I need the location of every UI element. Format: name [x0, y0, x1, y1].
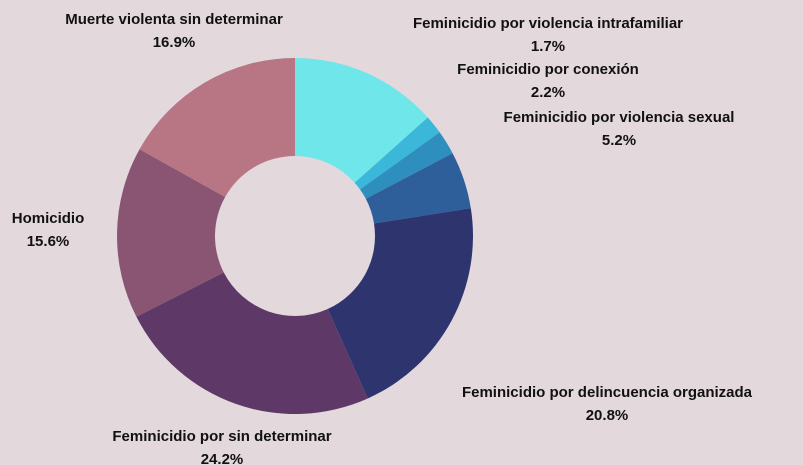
value-label: 24.2% — [201, 451, 244, 465]
value-label: 20.8% — [586, 407, 629, 424]
value-label: 15.6% — [27, 233, 70, 250]
slice — [295, 58, 428, 183]
slice — [360, 132, 453, 199]
slice-label: Feminicidio por delincuencia organizada — [462, 384, 753, 401]
slice-label: Feminicidio por sin determinar — [112, 428, 331, 445]
value-label: 5.2% — [602, 132, 636, 149]
value-label: 16.9% — [153, 34, 196, 51]
slice-label: Feminicidio por violencia intrafamiliar — [413, 15, 683, 32]
slice-label: Feminicidio por violencia sexual — [504, 109, 735, 126]
slice-label: Muerte violenta sin determinar — [65, 11, 283, 28]
slice-label: Feminicidio por conexión — [457, 61, 639, 78]
value-label: 2.2% — [531, 84, 565, 101]
slice — [116, 149, 226, 317]
slice — [365, 153, 471, 224]
slice — [354, 117, 440, 190]
value-label: 1.7% — [531, 38, 565, 55]
slice — [136, 272, 368, 414]
slice — [327, 208, 474, 399]
slice — [139, 58, 295, 198]
slice-label: Homicidio — [12, 210, 85, 227]
